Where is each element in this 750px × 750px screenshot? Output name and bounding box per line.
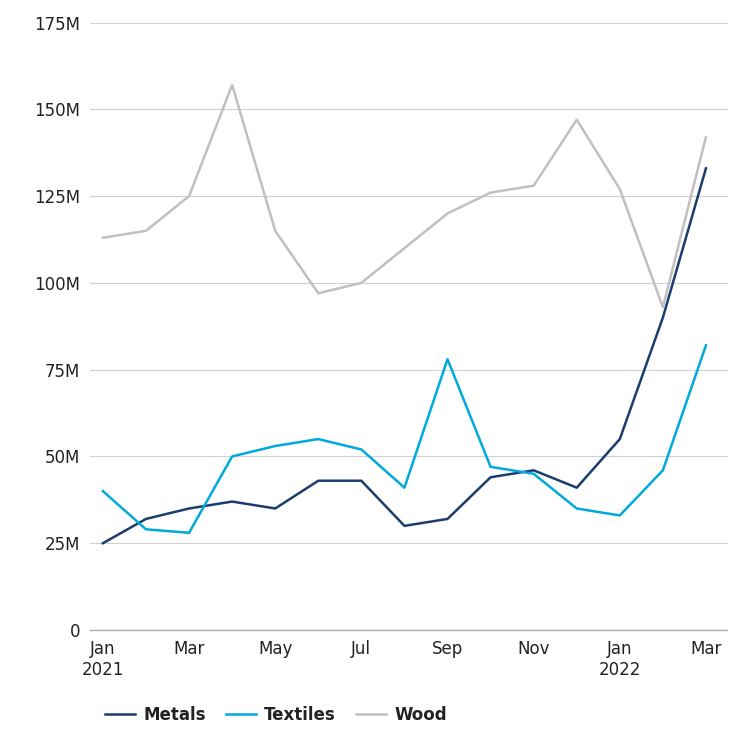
Wood [357, 278, 366, 287]
Metals [314, 476, 322, 485]
Metals [658, 313, 668, 322]
Line: Wood: Wood [103, 85, 706, 308]
Wood [98, 233, 107, 242]
Wood [615, 184, 624, 194]
Wood [701, 133, 710, 142]
Metals [701, 164, 710, 172]
Textiles [314, 434, 322, 443]
Textiles [486, 462, 495, 471]
Textiles [98, 487, 107, 496]
Textiles [701, 340, 710, 350]
Line: Textiles: Textiles [103, 345, 706, 532]
Textiles [572, 504, 581, 513]
Wood [530, 182, 538, 190]
Metals [530, 466, 538, 475]
Metals [271, 504, 280, 513]
Textiles [357, 445, 366, 454]
Metals [142, 514, 151, 523]
Wood [184, 191, 194, 200]
Wood [314, 289, 322, 298]
Textiles [228, 452, 237, 461]
Wood [400, 244, 409, 253]
Textiles [658, 466, 668, 475]
Metals [443, 514, 452, 523]
Wood [486, 188, 495, 197]
Metals [228, 497, 237, 506]
Textiles [615, 511, 624, 520]
Metals [98, 538, 107, 548]
Textiles [184, 528, 194, 537]
Wood [443, 209, 452, 218]
Textiles [271, 442, 280, 451]
Legend: Metals, Textiles, Wood: Metals, Textiles, Wood [98, 699, 454, 730]
Wood [271, 226, 280, 236]
Wood [228, 80, 237, 89]
Textiles [142, 525, 151, 534]
Metals [357, 476, 366, 485]
Metals [615, 434, 624, 443]
Textiles [443, 355, 452, 364]
Line: Metals: Metals [103, 168, 706, 543]
Metals [486, 472, 495, 482]
Wood [572, 116, 581, 124]
Textiles [530, 470, 538, 478]
Textiles [400, 483, 409, 492]
Metals [572, 483, 581, 492]
Metals [184, 504, 194, 513]
Wood [658, 303, 668, 312]
Wood [142, 226, 151, 236]
Metals [400, 521, 409, 530]
